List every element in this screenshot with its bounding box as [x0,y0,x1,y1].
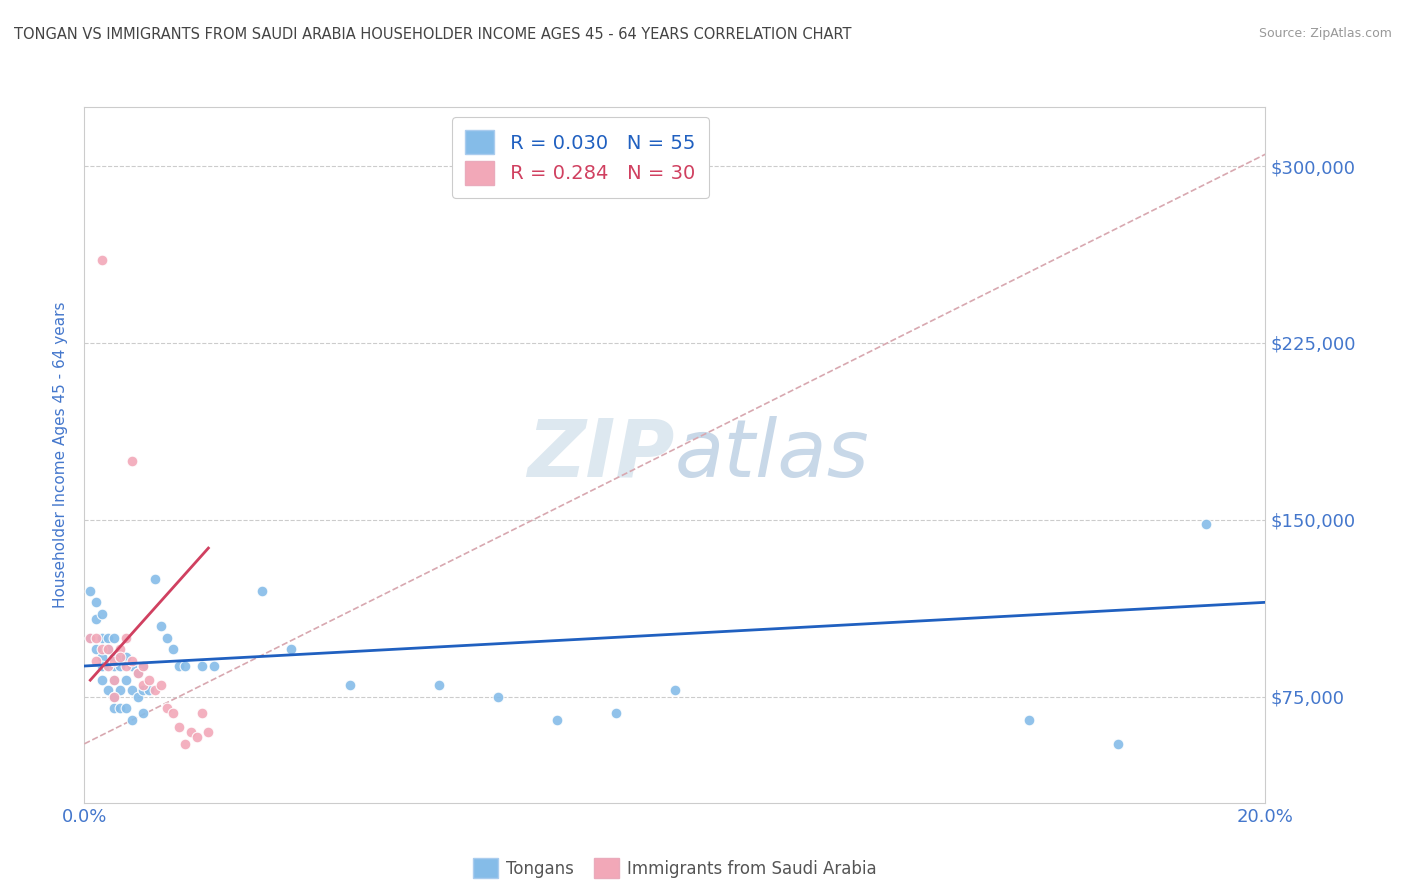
Legend: Tongans, Immigrants from Saudi Arabia: Tongans, Immigrants from Saudi Arabia [467,851,883,885]
Point [108,649,131,664]
Text: TONGAN VS IMMIGRANTS FROM SAUDI ARABIA HOUSEHOLDER INCOME AGES 45 - 64 YEARS COR: TONGAN VS IMMIGRANTS FROM SAUDI ARABIA H… [14,27,852,42]
Point [103,654,125,668]
Point [427,678,450,692]
Text: ZIP: ZIP [527,416,675,494]
Point [97,631,120,645]
Point [150,619,173,633]
Point [191,706,214,721]
Point [103,659,125,673]
Point [167,659,190,673]
Point [180,725,202,739]
Point [132,706,155,721]
Point [84,631,107,645]
Point [97,642,120,657]
Point [108,659,131,673]
Point [97,659,120,673]
Point [156,631,179,645]
Point [114,649,136,664]
Point [162,706,184,721]
Point [202,659,225,673]
Point [173,659,195,673]
Point [664,682,686,697]
Point [127,666,149,681]
Point [79,631,101,645]
Point [91,649,114,664]
Point [91,642,114,657]
Point [1018,713,1040,727]
Point [156,701,179,715]
Point [103,673,125,688]
Point [121,713,143,727]
Point [114,631,136,645]
Point [138,682,160,697]
Point [339,678,361,692]
Point [108,701,131,715]
Point [84,612,107,626]
Point [121,659,143,673]
Point [197,725,219,739]
Point [127,666,149,681]
Point [97,642,120,657]
Point [486,690,509,704]
Point [250,583,273,598]
Point [121,682,143,697]
Point [84,642,107,657]
Point [132,682,155,697]
Point [546,713,568,727]
Point [91,253,114,268]
Point [127,690,149,704]
Point [108,682,131,697]
Point [79,631,101,645]
Point [79,583,101,598]
Point [1195,517,1218,532]
Point [108,649,131,664]
Point [103,690,125,704]
Point [121,454,143,468]
Point [84,595,107,609]
Point [91,631,114,645]
Point [103,701,125,715]
Point [114,701,136,715]
Point [91,673,114,688]
Point [150,678,173,692]
Y-axis label: Householder Income Ages 45 - 64 years: Householder Income Ages 45 - 64 years [53,301,69,608]
Point [114,673,136,688]
Point [103,673,125,688]
Point [143,682,166,697]
Point [138,673,160,688]
Point [132,659,155,673]
Point [605,706,627,721]
Point [84,654,107,668]
Point [167,720,190,734]
Point [114,659,136,673]
Point [186,730,208,744]
Point [97,682,120,697]
Point [173,737,195,751]
Point [280,642,302,657]
Point [162,642,184,657]
Text: Source: ZipAtlas.com: Source: ZipAtlas.com [1258,27,1392,40]
Point [121,654,143,668]
Point [91,659,114,673]
Point [143,572,166,586]
Point [108,642,131,657]
Point [1107,737,1129,751]
Point [91,607,114,621]
Point [191,659,214,673]
Point [132,678,155,692]
Point [103,690,125,704]
Point [97,659,120,673]
Point [132,659,155,673]
Text: atlas: atlas [675,416,870,494]
Point [103,631,125,645]
Point [103,649,125,664]
